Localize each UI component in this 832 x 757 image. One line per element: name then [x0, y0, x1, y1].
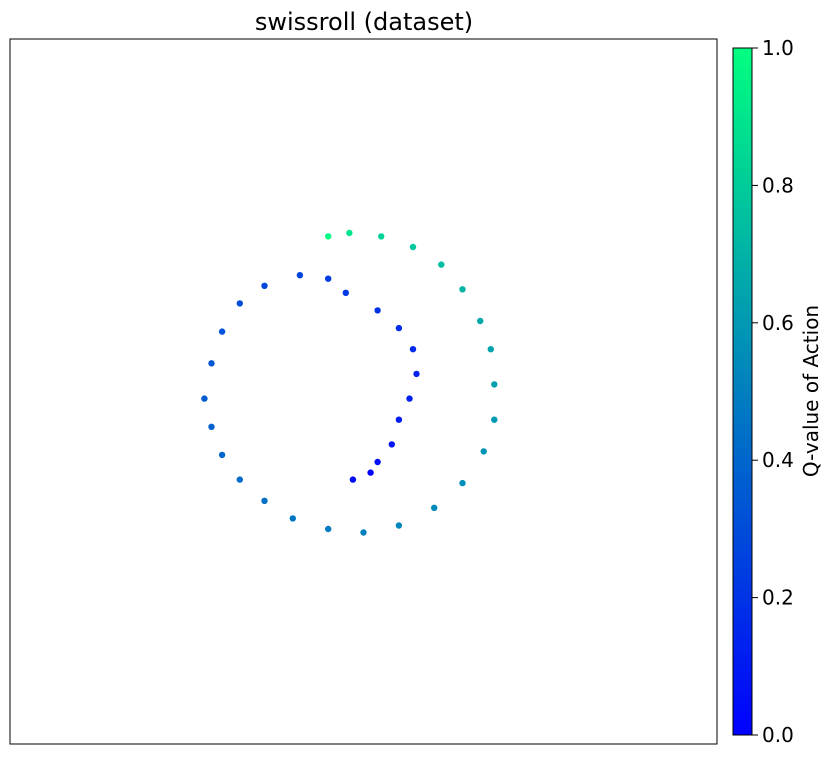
scatter-point — [236, 476, 243, 483]
scatter-point — [218, 328, 226, 335]
scatter-point — [395, 522, 403, 529]
scatter-point — [413, 370, 420, 378]
colorbar-tick-label: 1.0 — [762, 36, 794, 60]
scatter-point — [218, 451, 226, 459]
scatter-point — [487, 346, 494, 353]
scatter-point — [409, 346, 417, 353]
colorbar-tick-label: 0.4 — [762, 448, 794, 472]
colorbar-label: Q-value of Action — [799, 305, 823, 477]
scatter-point — [296, 272, 304, 279]
scatter-point — [325, 233, 332, 240]
colorbar-ticks: 0.0 0.2 0.4 0.6 0.8 1.0 — [752, 36, 794, 747]
scatter-point — [374, 458, 381, 466]
scatter-point — [374, 307, 381, 314]
scatter-point — [480, 448, 487, 455]
colorbar-tick-label: 0.0 — [762, 723, 794, 747]
scatter-points — [201, 229, 498, 536]
scatter-point — [236, 300, 243, 307]
scatter-point — [491, 381, 498, 388]
scatter-point — [360, 529, 367, 536]
scatter-point — [342, 289, 349, 296]
scatter-point — [395, 416, 403, 423]
chart-title: swissroll (dataset) — [255, 8, 473, 36]
scatter-point — [261, 282, 268, 289]
scatter-point — [201, 395, 208, 402]
scatter-point — [459, 286, 466, 293]
colorbar-tick-label: 0.8 — [762, 173, 794, 197]
scatter-point — [406, 395, 413, 402]
scatter-point — [289, 515, 296, 522]
scatter-point — [459, 479, 466, 487]
scatter-point — [261, 497, 268, 504]
scatter-point — [346, 229, 353, 237]
scatter-point — [325, 275, 332, 282]
scatter-point — [367, 469, 374, 476]
scatter-point — [325, 525, 332, 533]
colorbar-tick-label: 0.6 — [762, 311, 794, 335]
colorbar-tick-label: 0.2 — [762, 586, 794, 610]
scatter-point — [208, 360, 215, 367]
scatter-point — [395, 324, 403, 332]
scatter-point — [208, 423, 215, 430]
scatter-point — [477, 317, 484, 325]
plot-area — [9, 38, 718, 745]
scatter-point — [431, 504, 438, 511]
scatter-point — [491, 416, 498, 423]
scatter-point — [388, 441, 395, 448]
colorbar — [732, 47, 753, 736]
scatter-point — [378, 233, 385, 240]
scatter-point — [409, 243, 417, 251]
scatter-point — [438, 261, 445, 268]
scatter-point — [349, 476, 357, 483]
